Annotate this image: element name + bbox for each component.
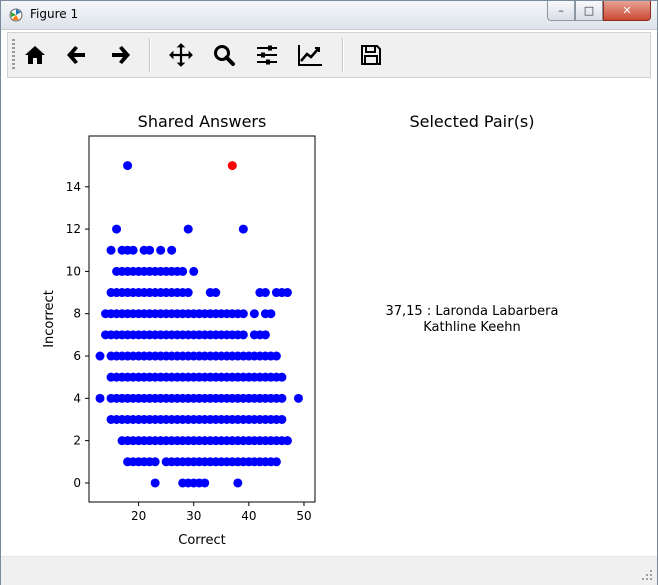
data-point [233, 478, 243, 488]
data-point [123, 161, 133, 171]
data-point [167, 245, 177, 255]
selected-pair-line2: Kathline Keehn [423, 320, 521, 335]
data-point [150, 457, 160, 467]
data-point [238, 224, 248, 234]
home-button[interactable] [19, 39, 51, 71]
data-point [112, 224, 122, 234]
resize-grip-icon[interactable] [641, 569, 653, 581]
x-tick-label: 30 [186, 509, 201, 523]
y-axis-label: Incorrect [42, 290, 57, 348]
y-tick-label: 12 [66, 222, 81, 236]
data-point [277, 393, 287, 403]
caption-buttons: – □ ✕ [547, 1, 651, 21]
x-tick-label: 20 [131, 509, 146, 523]
zoom-button[interactable] [208, 39, 240, 71]
figure-svg: 20 30 40 50 0 2 4 6 8 10 12 14 Shared Answers Correct… [42, 112, 559, 548]
y-tick-label: 10 [66, 264, 81, 278]
figure-canvas[interactable]: 20 30 40 50 0 2 4 6 8 10 12 14 Shared Answers Correct… [7, 79, 649, 553]
y-tick-label: 4 [73, 391, 81, 405]
forward-button[interactable] [104, 39, 136, 71]
data-point [271, 351, 281, 361]
y-tick-label: 6 [73, 349, 81, 363]
data-point [211, 288, 221, 298]
y-tick-label: 14 [66, 180, 81, 194]
save-icon [361, 45, 381, 65]
data-point [106, 245, 116, 255]
data-point [282, 436, 292, 446]
subplots-icon [257, 45, 277, 65]
data-point [95, 393, 105, 403]
subplots-button[interactable] [251, 39, 283, 71]
data-point [145, 245, 155, 255]
toolbar-grip[interactable] [12, 39, 15, 71]
minimize-button[interactable]: – [547, 1, 575, 21]
x-tick-label: 50 [296, 509, 311, 523]
navigation-toolbar [7, 32, 651, 78]
toolbar-separator [149, 38, 151, 72]
data-point [277, 372, 287, 382]
axes-frame [88, 135, 316, 503]
title-bar[interactable]: Figure 1 – □ ✕ [1, 1, 657, 30]
data-point [128, 245, 138, 255]
data-point [200, 478, 210, 488]
data-point [277, 414, 287, 424]
close-button[interactable]: ✕ [603, 1, 651, 21]
back-arrow-icon [67, 46, 85, 64]
data-point [249, 309, 259, 319]
x-axis-label: Correct [178, 533, 225, 548]
data-point [282, 288, 292, 298]
chart-title: Shared Answers [138, 112, 267, 131]
data-point [178, 266, 188, 276]
status-bar [1, 556, 657, 585]
home-icon [25, 46, 45, 64]
y-tick-label: 0 [73, 476, 81, 490]
data-point [238, 330, 248, 340]
selected-data-point [227, 161, 237, 171]
zoom-icon [214, 45, 235, 66]
window-title: Figure 1 [30, 7, 79, 21]
data-point [260, 288, 270, 298]
x-tick-label: 40 [241, 509, 256, 523]
pan-icon [169, 43, 193, 67]
data-point [189, 266, 199, 276]
save-button[interactable] [355, 39, 387, 71]
scatter-plot: 20 30 40 50 0 2 4 6 8 10 12 14 Shared Answers Correct… [42, 112, 316, 548]
data-point [183, 288, 193, 298]
data-point [150, 478, 160, 488]
axes-edit-icon [298, 45, 322, 66]
back-button[interactable] [61, 39, 93, 71]
toolbar-separator [342, 38, 344, 72]
y-tick-label: 2 [73, 434, 81, 448]
data-point [183, 224, 193, 234]
data-point [271, 457, 281, 467]
data-point [95, 351, 105, 361]
data-point [260, 330, 270, 340]
data-point [156, 245, 166, 255]
data-point [238, 309, 248, 319]
data-point [293, 393, 303, 403]
data-point [266, 309, 276, 319]
edit-axis-button[interactable] [294, 39, 326, 71]
selected-pairs-title: Selected Pair(s) [409, 112, 534, 131]
y-tick-label: 8 [73, 307, 81, 321]
app-icon [9, 8, 23, 22]
pan-button[interactable] [165, 39, 197, 71]
forward-arrow-icon [112, 46, 130, 64]
selected-pair-line1: 37,15 : Laronda Labarbera [385, 304, 558, 319]
maximize-button[interactable]: □ [575, 1, 603, 21]
